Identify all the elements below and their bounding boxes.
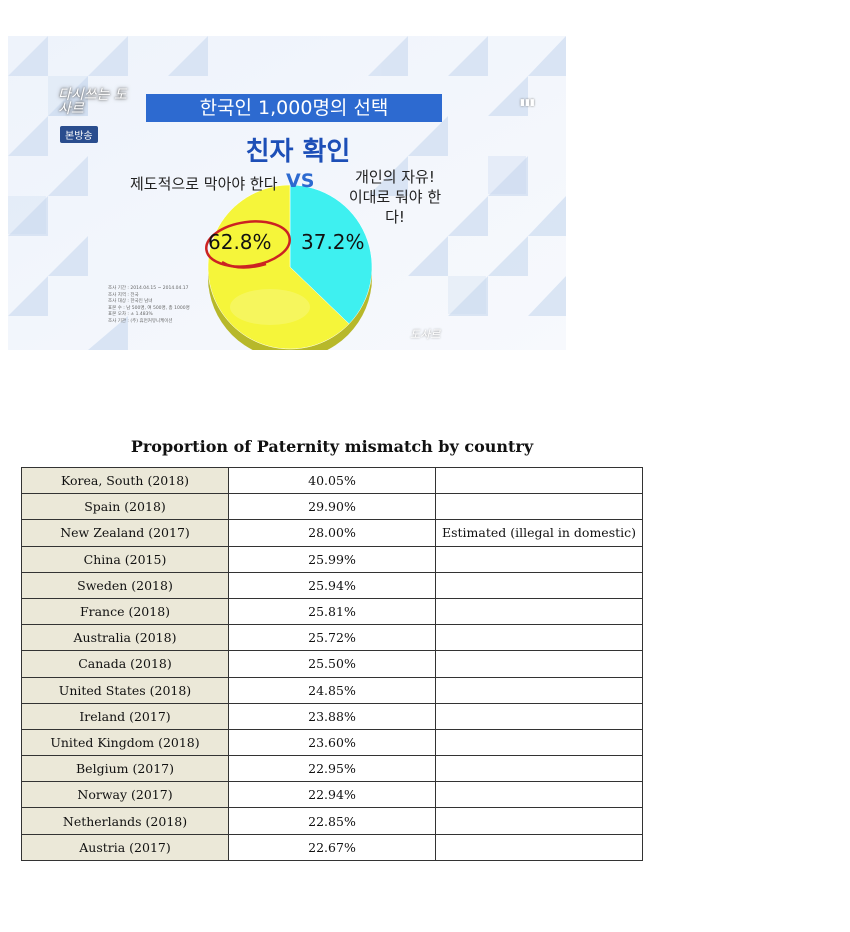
vs-label: VS [286, 170, 315, 192]
note-cell: Estimated (illegal in domestic) [435, 519, 643, 547]
survey-note-line: 조사 지역 : 전국 [108, 292, 139, 298]
country-cell: Belgium (2017) [21, 755, 229, 783]
option-left: 제도적으로 막아야 한다 [130, 173, 278, 194]
watermark-logo: 도사르 [410, 328, 441, 341]
show-logo: 다시쓰는 도사르 [58, 87, 127, 117]
country-cell: Netherlands (2018) [21, 807, 229, 835]
value-cell: 40.05% [228, 466, 436, 495]
table-row: Netherlands (2018) 22.85% [21, 807, 643, 835]
table-title: Proportion of Paternity mismatch by coun… [130, 437, 534, 456]
value-cell: 25.81% [228, 597, 436, 626]
country-cell: Sweden (2018) [21, 571, 229, 599]
value-cell: 25.99% [228, 545, 436, 573]
country-cell: Australia (2018) [21, 624, 229, 652]
country-cell: China (2015) [21, 545, 229, 573]
note-cell [435, 493, 643, 521]
value-cell: 25.72% [228, 624, 436, 652]
country-cell: Korea, South (2018) [21, 466, 229, 495]
table-row: United Kingdom (2018) 23.60% [21, 728, 643, 757]
pie-label-right: 37.2% [301, 230, 365, 254]
pie-slice [289, 184, 373, 325]
survey-note-line: 조사 대상 : 한국인 남녀 [108, 299, 153, 304]
country-cell: Austria (2017) [21, 833, 229, 861]
value-cell: 23.60% [228, 728, 436, 757]
note-cell [435, 833, 643, 861]
value-cell: 22.85% [228, 807, 436, 835]
table-row: China (2015) 25.99% [21, 545, 643, 573]
note-cell [435, 597, 643, 626]
tv-background [8, 36, 566, 350]
highlight-stroke [221, 260, 267, 269]
value-cell: 28.00% [228, 519, 436, 547]
country-cell: United States (2018) [21, 676, 229, 704]
note-cell [435, 466, 643, 495]
table-row: Sweden (2018) 25.94% [21, 571, 643, 599]
table-row: Australia (2018) 25.72% [21, 624, 643, 652]
country-cell: Spain (2018) [21, 493, 229, 521]
channel-watermark: ▮▮▮ [520, 98, 535, 108]
survey-note-line: 표본 오차 : ± 1.483% [108, 312, 153, 317]
tv-screenshot: 다시쓰는 도사르 본방송 ▮▮▮ 한국인 1,000명의 선택 친자 확인 제도… [8, 36, 566, 350]
pie-slice [207, 184, 350, 350]
country-cell: France (2018) [21, 597, 229, 626]
option-right-line2: 이대로 둬야 한다! [348, 188, 442, 226]
country-cell: United Kingdom (2018) [21, 728, 229, 757]
table-row: Belgium (2017) 22.95% [21, 755, 643, 783]
paternity-table: Korea, South (2018) 40.05% Spain (2018) 29.… [21, 466, 643, 861]
highlight-circle [205, 220, 291, 268]
note-cell [435, 755, 643, 783]
note-cell [435, 545, 643, 573]
value-cell: 25.94% [228, 571, 436, 599]
note-cell [435, 781, 643, 809]
value-cell: 24.85% [228, 676, 436, 704]
table-body: Korea, South (2018) 40.05% Spain (2018) 29.… [21, 466, 643, 861]
option-right-line1: 개인의 자유! [355, 168, 435, 186]
note-cell [435, 807, 643, 835]
option-right: 개인의 자유! 이대로 둬야 한다! [340, 167, 450, 227]
table-row: France (2018) 25.81% [21, 597, 643, 626]
pie-label-left: 62.8% [208, 230, 272, 254]
table-row: Spain (2018) 29.90% [21, 493, 643, 521]
value-cell: 29.90% [228, 493, 436, 521]
country-cell: Norway (2017) [21, 781, 229, 809]
table-row: Ireland (2017) 23.88% [21, 702, 643, 730]
table-row: Austria (2017) 22.67% [21, 833, 643, 861]
pie-gloss [230, 289, 310, 325]
survey-note-line: 표본 수 : 남 500명, 여 500명, 총 1000명 [108, 305, 190, 311]
table-row: Korea, South (2018) 40.05% [21, 466, 643, 495]
option-left-text: 제도적으로 막아야 한다 [130, 175, 278, 193]
survey-note-line: 조사 기간 : 2014.04.15 ~ 2014.04.17 [108, 286, 189, 291]
survey-note: 조사 기간 : 2014.04.15 ~ 2014.04.17 조사 지역 : … [108, 286, 228, 325]
note-cell [435, 624, 643, 652]
note-cell [435, 650, 643, 678]
table-row: Canada (2018) 25.50% [21, 650, 643, 678]
table-row: United States (2018) 24.85% [21, 676, 643, 704]
pie-chart [207, 184, 373, 350]
note-cell [435, 676, 643, 704]
table-row: Norway (2017) 22.94% [21, 781, 643, 809]
table-row: New Zealand (2017) 28.00% Estimated (illeg… [21, 519, 643, 547]
value-cell: 25.50% [228, 650, 436, 678]
value-cell: 22.67% [228, 833, 436, 861]
value-cell: 22.95% [228, 755, 436, 783]
country-cell: Ireland (2017) [21, 702, 229, 730]
value-cell: 23.88% [228, 702, 436, 730]
value-cell: 22.94% [228, 781, 436, 809]
slide-subtitle: 친자 확인 [245, 137, 351, 167]
note-cell [435, 702, 643, 730]
note-cell [435, 571, 643, 599]
broadcast-badge: 본방송 [60, 126, 98, 143]
survey-note-line: 조사 기관 : (주) 휴먼커뮤니케이션 [108, 318, 173, 324]
note-cell [435, 728, 643, 757]
country-cell: New Zealand (2017) [21, 519, 229, 547]
country-cell: Canada (2018) [21, 650, 229, 678]
slide-title: 한국인 1,000명의 선택 [146, 94, 442, 122]
